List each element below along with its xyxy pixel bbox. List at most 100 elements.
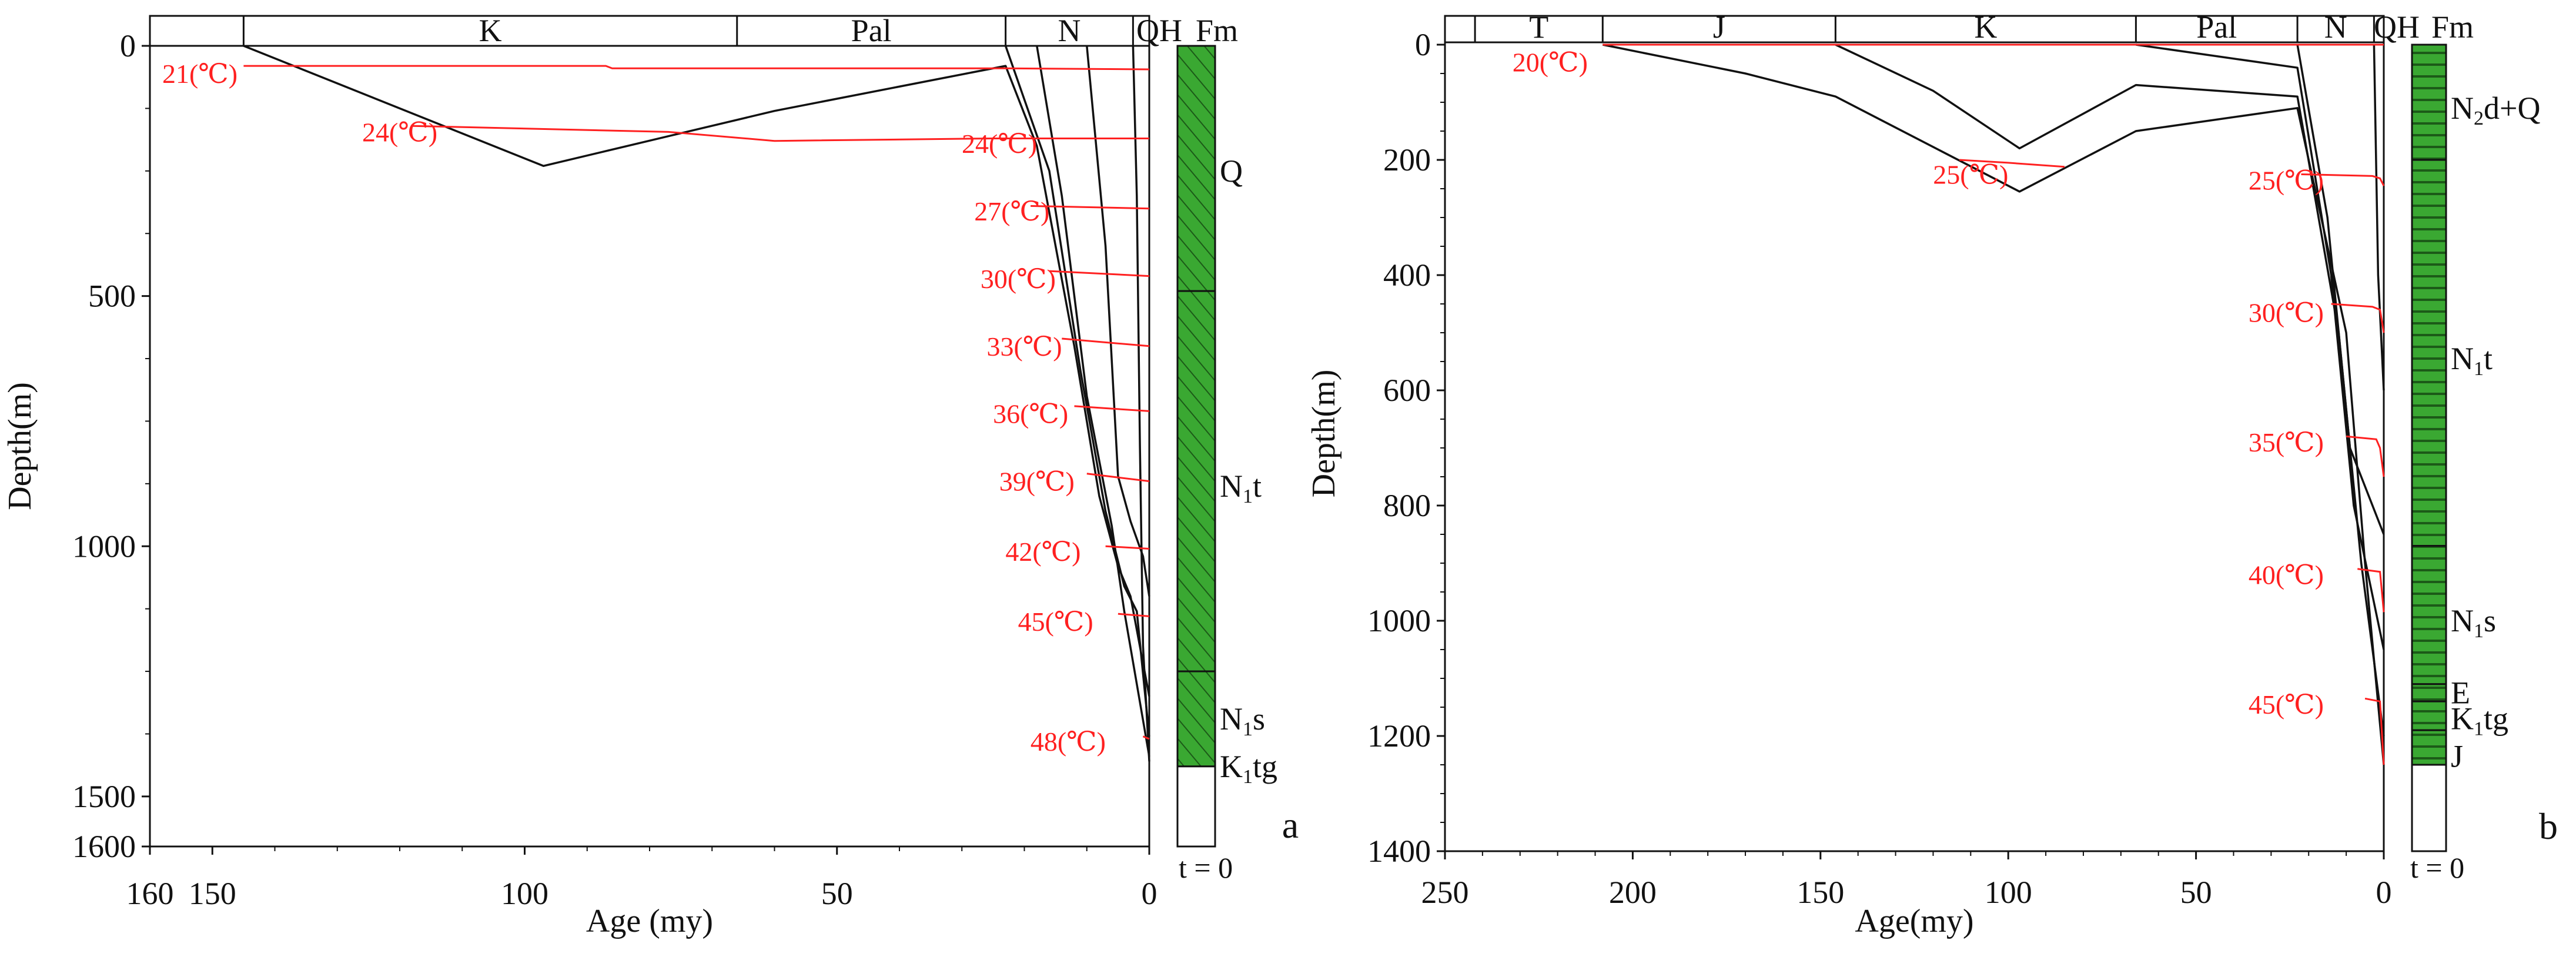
time-zero-label: t = 0 xyxy=(2410,851,2464,884)
time-zero-label: t = 0 xyxy=(1179,851,1233,884)
formation-label-suffix: d+Q xyxy=(2484,91,2540,126)
isotherm-label: 30(℃) xyxy=(981,264,1056,294)
burial-curve-4 xyxy=(2297,45,2384,534)
formation-label-subscript: 1 xyxy=(1243,486,1253,507)
formation-label: N1s xyxy=(1220,701,1265,740)
x-tick-label: 200 xyxy=(1609,875,1657,910)
period-label-pal: Pal xyxy=(851,13,892,48)
panel-letter: b xyxy=(2539,805,2558,847)
formation-label-subscript: 2 xyxy=(2474,108,2484,129)
isotherm-label: 42(℃) xyxy=(1005,537,1080,567)
isotherm-label: 48(℃) xyxy=(1031,727,1106,757)
formation-label-subscript: 1 xyxy=(2474,718,2484,740)
y-tick-label: 400 xyxy=(1383,257,1431,293)
period-label-pal: Pal xyxy=(2196,9,2237,45)
formation-block xyxy=(2412,730,2446,765)
period-label-j: J xyxy=(1713,9,1725,45)
y-tick-label: 800 xyxy=(1383,488,1431,523)
burial-curve-5 xyxy=(2374,45,2384,390)
x-tick-label: 250 xyxy=(1421,875,1469,910)
y-tick-label: 1600 xyxy=(72,829,136,864)
formation-label-name: N xyxy=(1220,701,1243,737)
burial-curve-4 xyxy=(1087,46,1149,596)
y-tick-label: 1000 xyxy=(72,528,136,564)
formation-label: K1tg xyxy=(2451,701,2508,740)
y-tick-label: 500 xyxy=(88,279,136,314)
x-tick-label: 0 xyxy=(1142,876,1157,911)
formation-block xyxy=(2412,160,2446,546)
period-label-n: N xyxy=(1058,13,1081,48)
isotherm-label: 25(℃) xyxy=(2249,165,2324,195)
isotherm-label: 30(℃) xyxy=(2249,298,2324,328)
formation-block xyxy=(2412,45,2446,160)
formation-label-name: N xyxy=(2451,341,2474,376)
period-header-band xyxy=(1445,16,2384,42)
isotherm-label: 40(℃) xyxy=(2249,560,2324,590)
y-tick-label: 1500 xyxy=(72,779,136,814)
formation-block xyxy=(2412,546,2446,684)
x-axis-title: Age (my) xyxy=(586,903,713,939)
formation-label-suffix: tg xyxy=(1253,749,1277,784)
formation-block xyxy=(2412,684,2446,701)
y-axis-title: Depth(m) xyxy=(1306,370,1342,498)
formation-block xyxy=(2412,701,2446,730)
formation-label-name: N xyxy=(2451,603,2474,638)
x-axis-title: Age(my) xyxy=(1855,903,1973,939)
formation-label-suffix: s xyxy=(2484,603,2496,638)
period-label-k: K xyxy=(479,13,502,48)
formation-block xyxy=(1177,46,1215,291)
isotherm-label: 24(℃) xyxy=(362,117,437,147)
x-tick-label: 160 xyxy=(126,876,174,911)
x-tick-label: 150 xyxy=(1796,875,1844,910)
formation-label-name: N xyxy=(2451,91,2474,126)
period-label-t: T xyxy=(1529,9,1548,45)
panel-a-burial-history-chart: K Pal N QH0500100015001600160 150 100 50 0Age (… xyxy=(2,13,1299,939)
formation-label-name: N xyxy=(1220,469,1243,504)
x-tick-label: 0 xyxy=(2376,875,2392,910)
burial-history-figure: K Pal N QH0500100015001600160 150 100 50 0Age (… xyxy=(0,0,2576,957)
burial-curve-1 xyxy=(1603,45,2384,765)
formation-label: N1t xyxy=(2451,341,2493,380)
isotherm-label: 35(℃) xyxy=(2249,427,2324,457)
y-axis-title: Depth(m) xyxy=(2,382,38,510)
formation-label: N2d+Q xyxy=(2451,91,2540,129)
isotherm-label: 45(℃) xyxy=(1018,607,1093,637)
isotherm-line xyxy=(1106,546,1149,548)
isotherm-label: 25(℃) xyxy=(1933,160,2008,190)
formation-label-name: K xyxy=(1220,749,1243,784)
formation-label-suffix: s xyxy=(1253,701,1265,737)
isotherm-label: 36(℃) xyxy=(993,399,1068,429)
formation-label: N1t xyxy=(1220,469,1262,507)
panel-letter: a xyxy=(1282,804,1299,846)
period-label-qh: QH xyxy=(2374,9,2420,45)
formation-label: N1s xyxy=(2451,603,2496,642)
isotherm-label: 45(℃) xyxy=(2249,690,2324,720)
x-tick-label: 100 xyxy=(501,876,548,911)
formation-header: Fm xyxy=(1196,13,1238,48)
y-tick-label: 200 xyxy=(1383,142,1431,178)
y-tick-label: 1200 xyxy=(1367,718,1431,754)
formation-label: Q xyxy=(1220,153,1243,189)
y-tick-label: 0 xyxy=(120,28,136,63)
y-tick-label: 1400 xyxy=(1367,834,1431,869)
isotherm-label: 33(℃) xyxy=(986,332,1062,362)
formation-label-subscript: 1 xyxy=(2474,358,2484,380)
y-tick-label: 1000 xyxy=(1367,603,1431,638)
isotherm-label: 39(℃) xyxy=(999,467,1075,497)
x-tick-label: 50 xyxy=(821,876,853,911)
formation-block xyxy=(1177,291,1215,671)
isotherm-label: 24(℃) xyxy=(962,129,1037,159)
formation-header: Fm xyxy=(2431,9,2474,45)
formation-label-subscript: 1 xyxy=(1243,718,1253,740)
y-tick-label: 0 xyxy=(1415,27,1431,62)
panel-b-burial-history-chart: T J K Pal N QH0200400600800100012001400250 200… xyxy=(1306,9,2558,939)
formation-label-suffix: t xyxy=(2484,341,2493,376)
formation-label-subscript: 1 xyxy=(1243,766,1253,788)
formation-block xyxy=(1177,671,1215,767)
formation-label-subscript: 1 xyxy=(2474,620,2484,642)
x-tick-label: 50 xyxy=(2180,875,2212,910)
period-label-n: N xyxy=(2324,9,2347,45)
x-tick-label: 100 xyxy=(1985,875,2032,910)
formation-label-name: Q xyxy=(1220,153,1243,189)
formation-label-name: J xyxy=(2451,738,2463,774)
